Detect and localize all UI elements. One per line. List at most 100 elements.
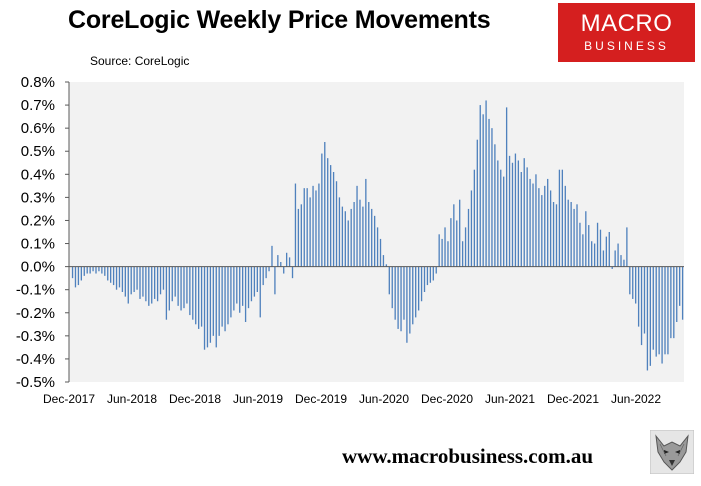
bar <box>558 169 561 267</box>
bar <box>244 266 247 322</box>
bar <box>391 266 393 309</box>
x-tick-label: Jun-2018 <box>107 392 157 406</box>
bar <box>529 178 531 267</box>
bar <box>145 266 147 302</box>
bar <box>118 266 121 288</box>
bar <box>382 255 385 267</box>
bar <box>359 199 361 267</box>
bar <box>136 266 138 290</box>
bar <box>535 174 537 267</box>
y-tick-label: 0.3% <box>21 189 55 206</box>
bar <box>265 266 267 279</box>
bar <box>637 266 640 327</box>
bar <box>670 266 672 339</box>
bar <box>508 155 511 267</box>
bar <box>415 266 417 318</box>
bar <box>476 139 478 267</box>
bar <box>259 266 261 318</box>
bar <box>432 266 434 281</box>
bar <box>549 190 552 267</box>
bar <box>192 266 194 320</box>
bar <box>655 266 657 357</box>
y-tick-label: 0.0% <box>21 259 55 276</box>
bar <box>115 266 118 290</box>
bar <box>236 266 238 304</box>
bar <box>306 188 308 267</box>
bar <box>353 202 355 267</box>
bar <box>309 197 311 267</box>
bar <box>409 266 411 334</box>
bar <box>579 222 581 267</box>
bar <box>438 234 440 267</box>
bar <box>86 266 88 274</box>
bar <box>593 243 596 267</box>
bar <box>350 208 352 267</box>
footer-url: www.macrobusiness.com.au <box>342 444 594 468</box>
bar <box>385 264 388 267</box>
bar <box>121 266 124 292</box>
bar <box>365 178 367 267</box>
wolf-icon <box>650 430 694 474</box>
bar <box>635 266 637 304</box>
x-tick-label: Jun-2021 <box>485 392 535 406</box>
bar <box>256 266 258 292</box>
bar <box>596 222 599 267</box>
bar <box>500 169 502 267</box>
bar <box>450 218 452 267</box>
bar <box>614 250 616 267</box>
bar <box>585 211 587 267</box>
bar <box>582 234 584 267</box>
bar <box>262 266 264 286</box>
bar <box>505 107 508 267</box>
bar <box>643 266 646 334</box>
bar <box>168 266 170 311</box>
bar <box>459 199 461 267</box>
bars-group <box>71 100 684 371</box>
bar <box>649 266 651 366</box>
bar <box>300 204 302 267</box>
bar <box>588 225 590 267</box>
bar <box>485 100 487 267</box>
bar <box>291 266 294 279</box>
bar <box>526 167 528 267</box>
bar <box>165 266 168 320</box>
bar <box>661 266 663 364</box>
bar <box>274 266 276 295</box>
bar <box>148 266 150 306</box>
bar <box>576 204 578 267</box>
bar <box>371 208 373 267</box>
bar <box>215 266 217 348</box>
bar <box>107 266 109 281</box>
bar <box>200 266 203 327</box>
bar <box>379 238 382 267</box>
x-tick-label: Dec-2018 <box>169 392 221 406</box>
bar <box>124 266 126 297</box>
bar <box>626 227 628 267</box>
bar <box>227 266 229 325</box>
bar <box>142 266 144 297</box>
bar <box>520 172 522 267</box>
x-tick-label: Jun-2022 <box>611 392 661 406</box>
bar <box>456 220 458 267</box>
bar <box>591 241 593 267</box>
bar <box>488 118 490 267</box>
bar <box>368 202 370 267</box>
bar <box>640 266 643 346</box>
bar <box>186 266 188 304</box>
bar <box>541 195 543 267</box>
bar <box>209 266 212 343</box>
bar <box>617 243 619 267</box>
y-tick-label: 0.2% <box>21 212 55 229</box>
bar <box>538 188 540 267</box>
y-tick-label: -0.3% <box>16 328 55 345</box>
bar <box>294 183 297 267</box>
y-tick-label: 0.6% <box>21 120 55 137</box>
bar <box>532 183 534 267</box>
bar <box>605 236 608 267</box>
x-tick-label: Jun-2020 <box>359 392 409 406</box>
bar <box>110 266 112 283</box>
bar <box>482 114 484 267</box>
bar <box>344 211 346 267</box>
plot-area <box>69 82 684 382</box>
